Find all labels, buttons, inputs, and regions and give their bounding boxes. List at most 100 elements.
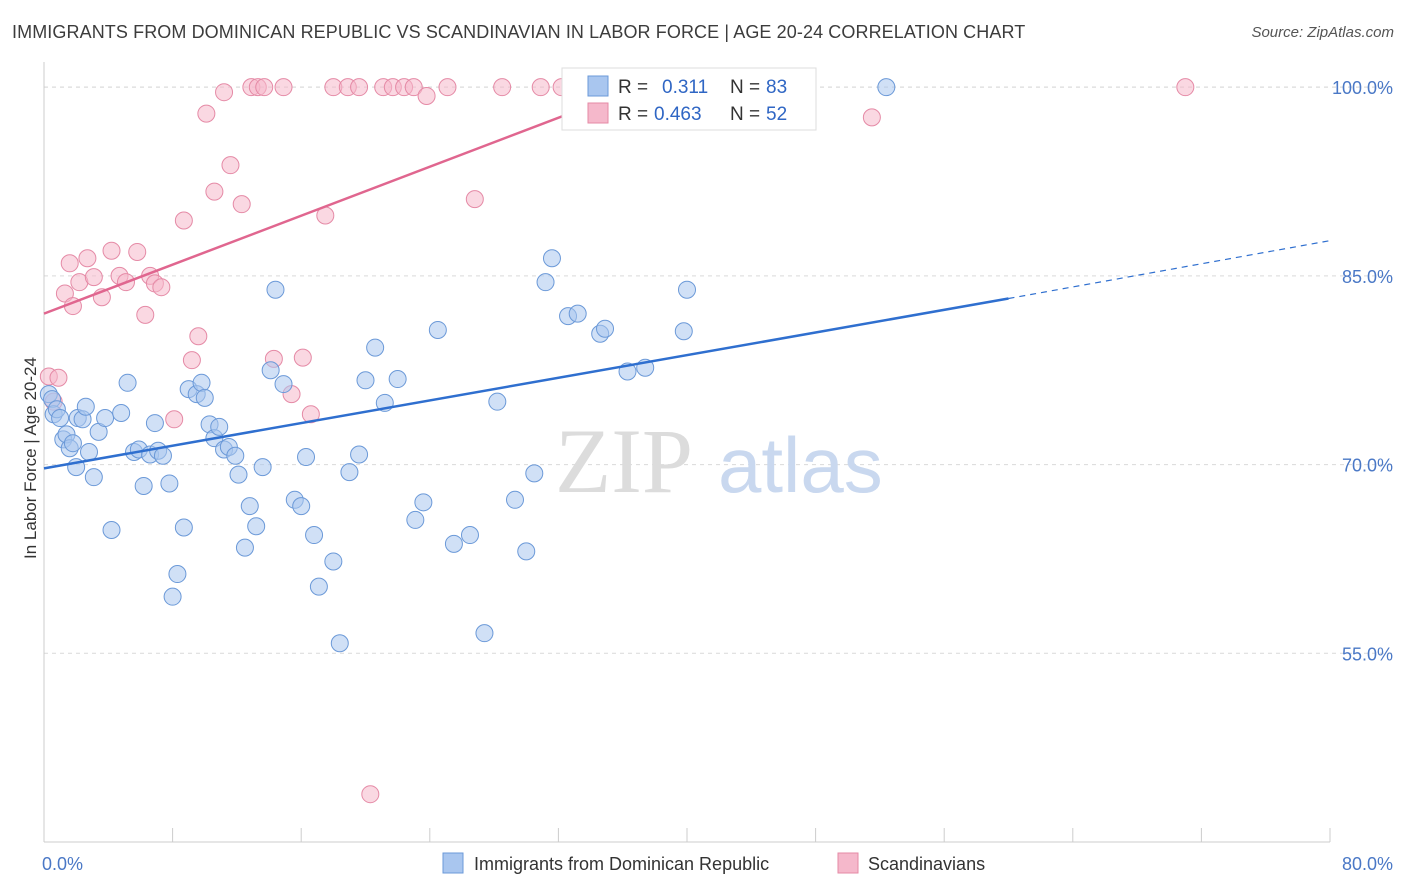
- dominican-point: [330, 634, 349, 653]
- source-label: Source: ZipAtlas.com: [1251, 24, 1394, 41]
- y-axis-label: In Labor Force | Age 20-24: [21, 357, 40, 559]
- trend-line-dominican: [43, 297, 1009, 470]
- legend-r-label-1: R =: [618, 77, 648, 98]
- dominican-point: [192, 373, 211, 392]
- dominican-point: [145, 414, 164, 433]
- bottom-legend-swatch-blue: [442, 852, 464, 874]
- dominican-point: [488, 392, 507, 411]
- grid-lines: [44, 86, 1392, 654]
- dominican-point: [226, 446, 245, 465]
- dominican-point: [475, 624, 494, 643]
- legend-n-label-1: N =: [730, 77, 760, 98]
- y-tick-label: 85.0%: [1342, 267, 1393, 287]
- scandinavian-point: [49, 368, 68, 387]
- dominican-point: [51, 409, 70, 428]
- dominican-point: [324, 552, 343, 571]
- chart-title: IMMIGRANTS FROM DOMINICAN REPUBLIC VS SC…: [12, 22, 1026, 42]
- legend-swatch-blue: [587, 75, 609, 97]
- dominican-point: [210, 417, 229, 436]
- bottom-legend-swatch-pink: [837, 852, 859, 874]
- scandinavian-point: [465, 190, 484, 209]
- dominican-point: [568, 304, 587, 323]
- dominican-point: [517, 542, 536, 561]
- dominican-point: [292, 497, 311, 516]
- scandinavian-point: [152, 278, 171, 297]
- legend-n-value-1: 83: [766, 77, 787, 98]
- scandinavian-point: [531, 78, 550, 97]
- scandinavian-point: [232, 195, 251, 214]
- dominican-point: [266, 280, 285, 299]
- dominican-point: [112, 404, 131, 422]
- dominican-point: [674, 322, 693, 341]
- dominican-point: [134, 476, 153, 495]
- dominican-point: [80, 443, 99, 461]
- dominican-point: [76, 397, 95, 416]
- dominican-point: [261, 361, 280, 380]
- legend-r-label-2: R =: [618, 104, 648, 125]
- dominican-point: [168, 565, 187, 584]
- scandinavian-point: [174, 211, 193, 230]
- scandinavian-point: [78, 249, 97, 268]
- scandinavian-point: [128, 242, 147, 261]
- dominican-point: [84, 468, 103, 487]
- scandinavian-point: [361, 785, 380, 804]
- dominican-point: [444, 534, 463, 553]
- scandinavian-point: [350, 78, 369, 97]
- bottom-legend-label-pink: Scandinavians: [868, 854, 985, 874]
- scandinavian-point: [189, 327, 208, 346]
- dominican-point: [505, 490, 524, 509]
- dominican-point: [340, 463, 359, 482]
- scandinavian-point: [165, 410, 184, 429]
- dominican-point: [253, 458, 272, 477]
- dominican-point: [406, 510, 425, 529]
- scandinavian-point: [1176, 78, 1195, 97]
- dominican-point: [305, 526, 324, 545]
- legend: R = 0.311 N = 83 R = 0.463 N = 52: [561, 67, 817, 131]
- scandinavian-point: [417, 86, 436, 105]
- dominican-point: [356, 371, 375, 390]
- legend-n-label-2: N =: [730, 104, 760, 125]
- dominican-point: [63, 434, 82, 453]
- scandinavian-point: [438, 78, 457, 97]
- x-tick-label-max: 80.0%: [1342, 854, 1393, 874]
- scandinavian-point: [60, 254, 79, 273]
- watermark-atlas: atlas: [718, 421, 883, 509]
- scandinavian-point: [862, 108, 881, 127]
- dominican-point: [160, 474, 179, 493]
- scandinavian-point: [293, 348, 312, 367]
- scandinavian-point: [182, 351, 201, 370]
- dominican-point: [235, 538, 254, 557]
- dominican-point: [163, 587, 182, 606]
- scandinavian-point: [493, 78, 512, 97]
- y-tick-label: 55.0%: [1342, 644, 1393, 664]
- dominican-point: [102, 521, 121, 539]
- dominican-point: [274, 375, 293, 394]
- scandinavian-point: [102, 241, 121, 260]
- legend-swatch-pink: [587, 102, 609, 124]
- scandinavian-point: [255, 78, 274, 97]
- dominican-point: [460, 526, 479, 545]
- y-tick-label: 100.0%: [1332, 78, 1393, 98]
- legend-r-value-2: 0.463: [654, 104, 702, 125]
- legend-r-value-1: 0.311: [662, 77, 708, 98]
- watermark-zip: ZIP: [555, 410, 693, 512]
- scandinavian-point: [55, 284, 74, 303]
- bottom-legend-label-blue: Immigrants from Dominican Republic: [474, 854, 769, 874]
- dominican-point: [414, 493, 433, 512]
- scandinavian-point: [197, 104, 216, 123]
- dominican-point: [118, 373, 137, 392]
- dominican-point: [229, 465, 248, 484]
- dominican-point: [877, 78, 896, 97]
- scandinavian-point: [84, 268, 103, 287]
- dominican-point: [388, 370, 407, 389]
- dominican-point: [678, 280, 696, 299]
- bottom-legend: Immigrants from Dominican Republic Scand…: [442, 852, 985, 874]
- dominican-point: [195, 388, 214, 407]
- trend-lines: [43, 85, 1331, 470]
- legend-n-value-2: 52: [766, 104, 787, 125]
- dominican-point: [309, 577, 328, 596]
- scandinavian-point: [274, 78, 293, 97]
- y-tick-label: 70.0%: [1342, 456, 1393, 476]
- trend-line-scandinavian: [43, 85, 640, 315]
